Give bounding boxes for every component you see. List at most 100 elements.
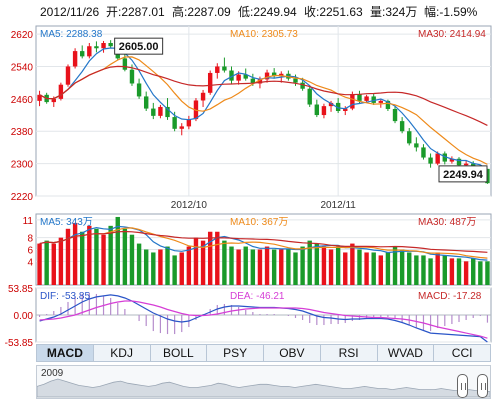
candle-body: [328, 102, 334, 107]
price-tick-label: 2220: [11, 192, 34, 203]
volume-bar: [478, 261, 483, 285]
date-tick-label: 2012/11: [320, 200, 356, 211]
range-navigator[interactable]: 2009: [36, 365, 491, 399]
volume-bar: [371, 252, 376, 285]
candle-body: [151, 108, 156, 116]
header-low: 低:2249.94: [238, 5, 297, 19]
volume-bar: [215, 231, 220, 285]
candle-body: [136, 83, 142, 97]
price-panel: 2620 2540 2460 2380 2300 2220 2012/10 2012/11 MA…: [11, 25, 492, 211]
candle-body: [58, 84, 64, 99]
candle-body: [456, 158, 462, 166]
volume-bar: [257, 249, 263, 285]
volume-bar: [314, 243, 320, 285]
volume-bar: [143, 249, 149, 285]
tab-obv[interactable]: OBV: [264, 345, 321, 361]
macd-legend-2: MACD: -17.28: [418, 291, 482, 302]
extreme-price-label-box: [438, 165, 488, 183]
volume-bar: [293, 252, 298, 285]
volume-bar: [264, 246, 270, 285]
range-end-handle[interactable]: [477, 374, 488, 398]
header-change: 幅:-1.59%: [424, 4, 478, 19]
candle-body: [51, 98, 56, 103]
volume-bar: [286, 249, 291, 285]
candle-body: [108, 43, 113, 47]
candle-body: [250, 78, 256, 84]
volume-bar: [87, 225, 92, 285]
tab-psy[interactable]: PSY: [207, 345, 264, 361]
candle-body: [37, 94, 42, 101]
tab-rsi[interactable]: RSI: [321, 345, 378, 361]
macd-legend-0: DIF: -53.85: [40, 291, 90, 302]
volume-bar: [65, 228, 71, 285]
volume-bar: [428, 258, 433, 285]
candle-body: [94, 46, 99, 49]
volume-bar: [463, 261, 469, 285]
candle-body: [307, 88, 312, 105]
candle-body: [215, 66, 220, 73]
macd-tick-label: 53.85: [8, 284, 33, 295]
candle-body: [186, 119, 192, 127]
candle-body: [172, 117, 177, 129]
volume-legend-0: MA5: 343万: [40, 217, 93, 228]
candle-body: [271, 72, 277, 77]
volume-bar: [449, 258, 455, 285]
volume-bar: [321, 246, 327, 285]
grip-icon: [481, 383, 486, 390]
volume-bar: [222, 240, 227, 285]
price-legend-1: MA10: 2305.73: [230, 29, 298, 40]
header-bar: 2012/11/26 开:2287.01 高:2287.09 低:2249.94…: [40, 4, 478, 19]
candle-body: [87, 46, 92, 57]
volume-bar: [44, 240, 49, 285]
volume-bar: [101, 234, 106, 285]
panel-frame: [35, 25, 492, 197]
volume-bar: [179, 252, 184, 285]
price-tick-label: 2380: [11, 127, 34, 138]
candle-body: [407, 131, 412, 144]
tab-macd[interactable]: MACD: [37, 345, 94, 361]
volume-bar: [122, 228, 128, 285]
candle-body: [314, 104, 320, 116]
volume-bar: [279, 249, 284, 285]
volume-tick-label: 6: [27, 246, 33, 257]
volume-bar: [200, 240, 206, 285]
macd-dea-line: [39, 300, 488, 339]
volume-bar: [335, 246, 341, 285]
volume-bar: [108, 225, 113, 285]
volume-bar: [485, 261, 490, 285]
candle-body: [357, 94, 362, 101]
macd-legend-1: DEA: -46.21: [230, 291, 285, 302]
candle-body: [321, 106, 327, 116]
volume-bar: [350, 243, 355, 285]
tab-kdj[interactable]: KDJ: [94, 345, 151, 361]
candle-body: [65, 66, 71, 85]
volume-bar: [193, 237, 199, 285]
volume-bar: [343, 252, 348, 285]
volume-bar: [471, 258, 476, 285]
volume-bar: [442, 255, 447, 285]
volume-panel: 11 864 MA5: 343万 MA10: 367万 MA30: 487万: [23, 213, 492, 286]
candle-body: [293, 78, 298, 83]
volume-bar: [271, 249, 277, 285]
tab-cci[interactable]: CCI: [451, 346, 473, 360]
candle-body: [101, 43, 106, 49]
extreme-price-label: 2249.94: [443, 169, 484, 181]
tab-wvad[interactable]: WVAD: [378, 345, 435, 361]
range-start-handle[interactable]: [457, 374, 468, 398]
price-tick-label: 2300: [11, 160, 34, 171]
candle-body: [371, 96, 376, 103]
candle-body: [343, 108, 348, 111]
candle-body: [279, 73, 284, 77]
volume-bar: [236, 249, 241, 285]
volume-bar: [229, 246, 234, 285]
macd-tick-label: 0.00: [14, 311, 34, 322]
tab-boll[interactable]: BOLL: [151, 345, 208, 361]
volume-bar: [72, 222, 78, 285]
candle-body: [257, 79, 263, 84]
volume-bar: [385, 252, 391, 285]
header-close: 收:2251.63: [304, 5, 363, 19]
volume-bar: [207, 231, 213, 285]
candle-body: [80, 51, 85, 57]
price-ma30-line: [39, 65, 488, 126]
